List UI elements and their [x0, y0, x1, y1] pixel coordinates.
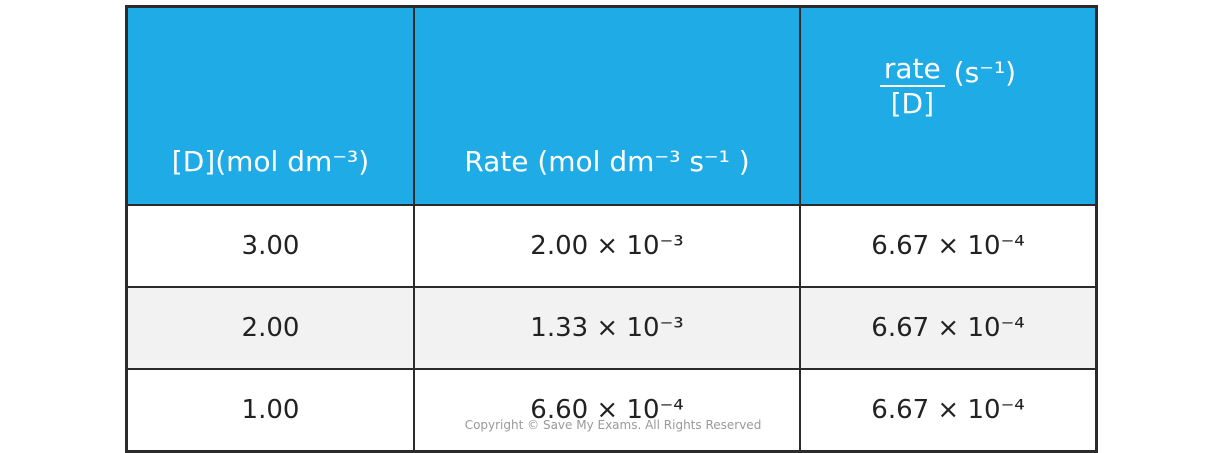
table-row: 3.00 2.00 × 10⁻³ 6.67 × 10⁻⁴ — [125, 204, 1098, 288]
table-cell: 6.67 × 10⁻⁴ — [799, 286, 1098, 370]
table-row: 1.00 6.60 × 10⁻⁴ 6.67 × 10⁻⁴ — [125, 368, 1098, 453]
table-cell: 3.00 — [125, 204, 415, 288]
page: [D](mol dm⁻³) Rate (mol dm⁻³ s⁻¹ ) rate … — [125, 5, 1098, 453]
fraction: rate [D] — [879, 52, 945, 120]
numerator: rate — [879, 52, 945, 87]
header-cell: Rate (mol dm⁻³ s⁻¹ ) — [413, 5, 801, 206]
table-cell: 1.33 × 10⁻³ — [413, 286, 801, 370]
table-cell: 2.00 — [125, 286, 415, 370]
table-cell: 6.67 × 10⁻⁴ — [799, 204, 1098, 288]
data-table: [D](mol dm⁻³) Rate (mol dm⁻³ s⁻¹ ) rate … — [125, 5, 1098, 453]
table-cell: 1.00 — [125, 368, 415, 453]
header-cell: [D](mol dm⁻³) — [125, 5, 415, 206]
header-cell: rate [D] (s⁻¹) — [799, 5, 1098, 206]
header-row: [D](mol dm⁻³) Rate (mol dm⁻³ s⁻¹ ) rate … — [125, 5, 1098, 206]
table-row: 2.00 1.33 × 10⁻³ 6.67 × 10⁻⁴ — [125, 286, 1098, 370]
table-cell: 2.00 × 10⁻³ — [413, 204, 801, 288]
table-cell: 6.67 × 10⁻⁴ — [799, 368, 1098, 453]
copyright: Copyright © Save My Exams. All Rights Re… — [464, 418, 762, 432]
unit: (s⁻¹) — [953, 55, 1017, 89]
denominator: [D] — [890, 87, 935, 120]
table-cell: 6.60 × 10⁻⁴ — [413, 368, 801, 453]
